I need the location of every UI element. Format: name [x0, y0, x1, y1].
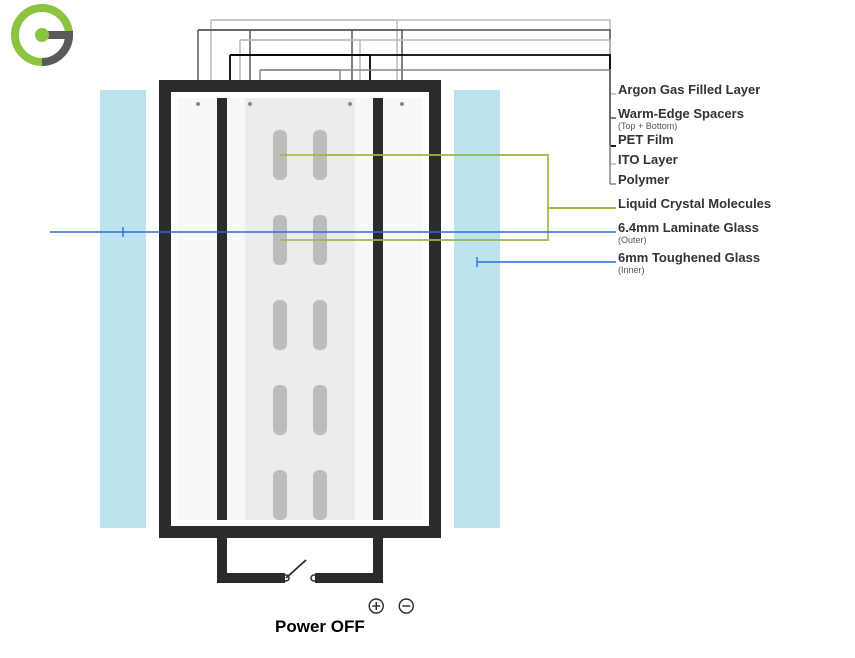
power-label: Power OFF [275, 617, 365, 637]
power-circuit [222, 538, 413, 613]
polymer-label: Polymer [618, 172, 669, 187]
cross-section [100, 86, 500, 532]
ito-label: ITO Layer [618, 152, 678, 167]
pet-label: PET Film [618, 132, 674, 147]
diagram-svg [0, 0, 855, 658]
spacers-label: Warm-Edge Spacers(Top + Bottom) [618, 106, 744, 131]
logo [15, 8, 69, 62]
toughened-label: 6mm Toughened Glass(Inner) [618, 250, 760, 275]
lcm-label: Liquid Crystal Molecules [618, 196, 771, 211]
argon-label: Argon Gas Filled Layer [618, 82, 760, 97]
laminate-label: 6.4mm Laminate Glass(Outer) [618, 220, 759, 245]
